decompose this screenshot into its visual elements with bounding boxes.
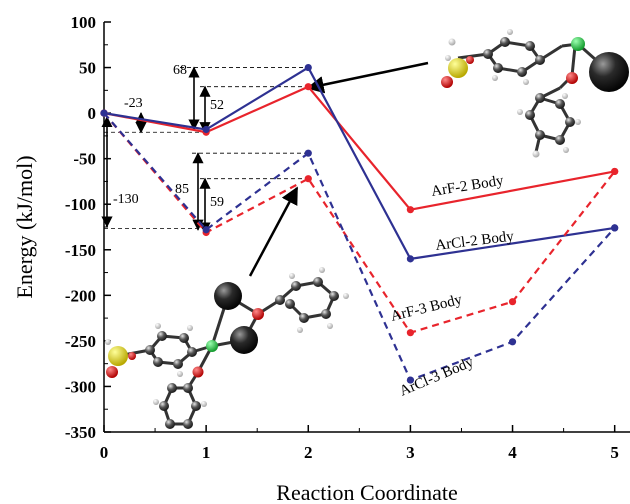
y-tick-label: 50: [79, 59, 96, 78]
annotation-label: 85: [175, 182, 189, 197]
y-axis-title: Energy (kJ/mol): [12, 155, 37, 298]
y-tick-label: -350: [65, 423, 96, 442]
data-point: [406, 255, 415, 263]
data-point: [406, 329, 415, 337]
y-tick-label: 100: [71, 13, 97, 32]
data-point: [100, 109, 108, 117]
x-tick-label: 2: [304, 443, 313, 462]
data-point: [202, 125, 210, 134]
y-tick-label: -150: [65, 241, 96, 260]
data-point: [304, 149, 312, 157]
annotation-label: 59: [210, 195, 224, 210]
y-tick-label: -200: [65, 286, 96, 305]
annotation-label: 52: [210, 98, 224, 113]
data-point: [611, 167, 619, 176]
annotation-label: -130: [113, 192, 139, 207]
data-point: [611, 224, 619, 232]
molecule-pointer-arrow-top: [306, 61, 429, 94]
x-tick-label: 5: [610, 443, 619, 462]
molecule-illustration-3body: [105, 267, 349, 429]
data-point: [304, 175, 312, 183]
data-point: [304, 83, 312, 91]
data-point: [202, 226, 210, 234]
series-label: ArF-3 Body: [389, 292, 464, 325]
data-point: [406, 376, 415, 384]
data-point: [508, 298, 517, 306]
series-label: ArF-2 Body: [430, 173, 505, 200]
data-point: [508, 338, 517, 346]
x-tick-label: 0: [100, 443, 109, 462]
data-point: [406, 206, 415, 214]
series-line-2: [103, 112, 616, 334]
y-tick-label: -300: [65, 377, 96, 396]
y-tick-label: -250: [65, 332, 96, 351]
series-line-3: [103, 112, 616, 382]
y-tick-label: -100: [65, 195, 96, 214]
y-tick-label: 0: [88, 104, 97, 123]
molecule-pointer-arrow-bottom: [248, 186, 299, 277]
x-axis-title: Reaction Coordinate: [276, 480, 457, 504]
x-tick-label: 1: [202, 443, 211, 462]
annotation-label: 68: [173, 63, 187, 78]
data-point: [304, 63, 312, 72]
y-tick-label: -50: [73, 150, 96, 169]
x-tick-label: 3: [406, 443, 415, 462]
x-tick-label: 4: [508, 443, 517, 462]
annotation-label: -23: [124, 96, 143, 111]
molecule-illustration-2body: [441, 29, 629, 158]
